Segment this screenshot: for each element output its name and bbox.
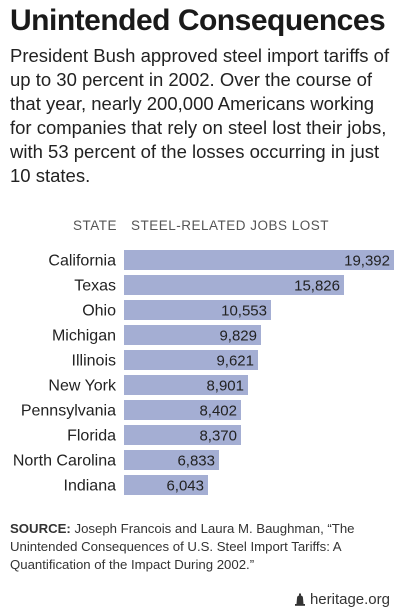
bar [124,300,271,320]
bar [124,325,261,345]
bar [124,425,241,445]
state-label: Ohio [82,303,116,320]
value-label: 15,826 [294,278,340,295]
bar [124,400,241,420]
value-label: 8,370 [199,428,237,445]
source-note: SOURCE: Joseph Francois and Laura M. Bau… [10,520,394,574]
chart-subtitle: President Bush approved steel import tar… [10,45,390,186]
value-label: 8,402 [199,403,237,420]
value-label: 6,833 [177,453,215,470]
value-label: 19,392 [344,253,390,270]
state-label: Illinois [72,353,116,370]
bar [124,375,248,395]
column-header-state: STATE [73,218,118,233]
value-label: 6,043 [166,478,204,495]
bar [124,475,208,495]
bar [124,275,344,295]
liberty-bell-icon [294,593,305,606]
state-label: California [48,253,116,270]
state-label: Florida [67,428,116,445]
state-label: Indiana [64,478,117,495]
value-label: 9,829 [219,328,257,345]
source-text: Joseph Francois and Laura M. Baughman, “… [10,521,355,572]
bar [124,250,394,270]
state-label: Texas [74,278,116,295]
state-label: Pennsylvania [21,403,116,420]
column-header-jobs: STEEL-RELATED JOBS LOST [131,218,330,233]
heritage-brand: heritage.org [293,591,390,608]
brand-text: heritage.org [309,591,390,608]
state-label: North Carolina [13,453,116,470]
bar [124,450,219,470]
bar [124,350,258,370]
value-label: 9,621 [216,353,254,370]
state-label: Michigan [52,328,116,345]
value-label: 8,901 [206,378,244,395]
bar-chart: California 19,392 Texas 15,826 Ohio 10,553 Mic… [13,250,394,495]
value-label: 10,553 [221,303,267,320]
source-label: SOURCE: [10,521,71,536]
state-label: New York [48,378,117,395]
page-title: Unintended Consequences [10,4,386,37]
